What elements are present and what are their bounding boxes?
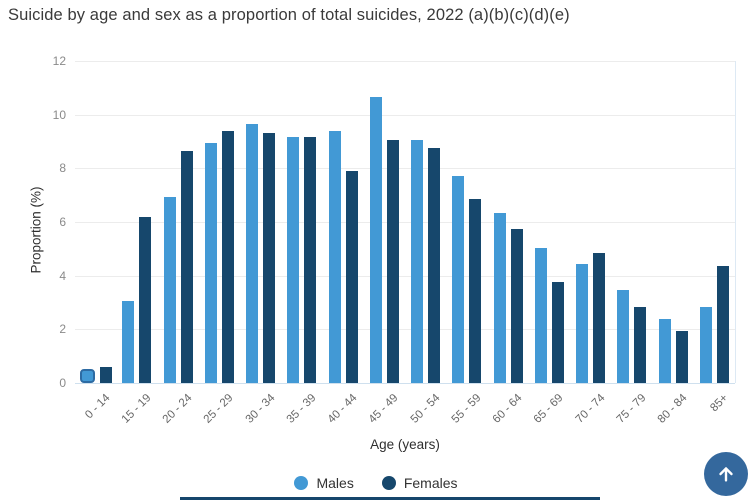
x-tick-label-25-29: 25 - 29 [202, 392, 236, 426]
bar-males-25-29[interactable] [204, 142, 217, 383]
y-tick-label-10: 10 [52, 107, 66, 122]
x-tick-label-40-44: 40 - 44 [325, 392, 360, 426]
gridline-6 [75, 222, 735, 223]
y-tick-label-2: 2 [59, 322, 66, 337]
bar-females-25-29[interactable] [221, 130, 234, 383]
bar-females-60-64[interactable] [510, 228, 523, 383]
bar-group-25-29 [199, 61, 240, 383]
bar-group-75-79 [611, 61, 652, 383]
bar-males-55-59[interactable] [452, 176, 465, 383]
bar-males-15-19[interactable] [122, 301, 135, 383]
footer-strip [180, 497, 600, 500]
x-tick-label-45-49: 45 - 49 [367, 392, 401, 426]
bar-group-55-59 [446, 61, 487, 383]
y-axis-title: Proportion (%) [28, 186, 44, 274]
legend-dot-males [294, 476, 309, 490]
y-tick-label-12: 12 [52, 54, 66, 68]
bar-females-75-79[interactable] [634, 306, 647, 383]
bar-females-85+[interactable] [716, 266, 729, 383]
bar-females-35-39[interactable] [304, 137, 317, 383]
legend-label-females: Females [403, 475, 458, 491]
x-tick-label-55-59: 55 - 59 [449, 392, 484, 426]
x-tick-label-35-39: 35 - 39 [284, 392, 319, 426]
bar-males-80-84[interactable] [658, 318, 671, 383]
x-tick-label-85+: 85+ [708, 392, 731, 415]
x-axis-labels: 0 - 14 15 - 19 20 - 24 25 - 29 30 - 34 35 - 3… [75, 386, 735, 444]
bar-females-15-19[interactable] [139, 216, 152, 383]
bar-females-45-49[interactable] [386, 140, 399, 383]
bar-males-50-54[interactable] [411, 140, 424, 383]
bar-females-40-44[interactable] [345, 171, 358, 383]
gridline-8 [75, 168, 735, 170]
bar-males-40-44[interactable] [328, 130, 341, 383]
bar-females-80-84[interactable] [675, 330, 688, 383]
legend-item-females[interactable]: Females [381, 475, 458, 491]
y-tick-label-6: 6 [59, 215, 66, 229]
gridline-2 [75, 329, 735, 331]
bar-males-60-64[interactable] [493, 212, 506, 383]
legend-label-males: Males [316, 475, 354, 491]
bar-females-20-24[interactable] [180, 150, 193, 383]
plot-area [75, 61, 736, 384]
bar-group-80-84 [653, 61, 694, 383]
bar-group-40-44 [323, 61, 364, 383]
bar-group-30-34 [240, 61, 281, 383]
bar-group-35-39 [281, 61, 322, 383]
x-tick-label-75-79: 75 - 79 [614, 392, 649, 426]
chart-title: Suicide by age and sex as a proportion o… [8, 6, 570, 24]
y-tick-label-4: 4 [59, 268, 66, 283]
gridline-0 [75, 383, 735, 384]
y-tick-label-8: 8 [59, 161, 66, 176]
x-tick-label-65-69: 65 - 69 [532, 392, 566, 426]
bar-males-65-69[interactable] [534, 247, 547, 383]
bar-males-75-79[interactable] [617, 290, 630, 383]
bar-group-15-19 [116, 61, 157, 383]
bar-females-70-74[interactable] [593, 252, 606, 383]
gridline-10 [75, 114, 735, 116]
x-tick-label-15-19: 15 - 19 [119, 392, 154, 426]
bar-females-30-34[interactable] [263, 133, 276, 383]
x-tick-label-50-54: 50 - 54 [408, 392, 443, 426]
bar-females-50-54[interactable] [428, 148, 441, 383]
bar-males-70-74[interactable] [576, 263, 589, 383]
up-arrow-icon [715, 463, 737, 485]
legend-dot-females [381, 476, 396, 490]
bar-males-0-14[interactable] [79, 368, 95, 383]
y-tick-label-0: 0 [59, 376, 66, 390]
bar-males-35-39[interactable] [287, 137, 300, 383]
bar-group-20-24 [158, 61, 199, 383]
x-tick-label-60-64: 60 - 64 [490, 392, 525, 426]
gridline-12 [75, 61, 735, 62]
bar-group-45-49 [364, 61, 405, 383]
x-tick-label-0-14: 0 - 14 [82, 392, 113, 422]
scroll-to-top-button[interactable] [704, 452, 748, 496]
bar-group-85+ [694, 61, 735, 383]
x-tick-label-70-74: 70 - 74 [573, 392, 608, 426]
bar-males-20-24[interactable] [163, 196, 176, 383]
legend: Males Females [0, 470, 752, 496]
x-tick-label-80-84: 80 - 84 [655, 392, 690, 426]
gridline-4 [75, 275, 735, 277]
x-axis-title: Age (years) [370, 437, 440, 452]
bar-males-85+[interactable] [699, 306, 712, 383]
bar-males-45-49[interactable] [369, 97, 382, 383]
bar-females-0-14[interactable] [99, 366, 112, 383]
bar-groups [75, 61, 735, 383]
bar-group-0-14 [75, 61, 116, 383]
legend-item-males[interactable]: Males [294, 475, 354, 491]
bar-females-65-69[interactable] [551, 282, 564, 383]
bar-group-50-54 [405, 61, 446, 383]
x-tick-label-20-24: 20 - 24 [160, 392, 195, 426]
bar-group-70-74 [570, 61, 611, 383]
bar-females-55-59[interactable] [469, 199, 482, 383]
bar-group-60-64 [488, 61, 529, 383]
bar-group-65-69 [529, 61, 570, 383]
x-tick-label-30-34: 30 - 34 [243, 392, 278, 426]
bar-males-30-34[interactable] [246, 124, 259, 383]
